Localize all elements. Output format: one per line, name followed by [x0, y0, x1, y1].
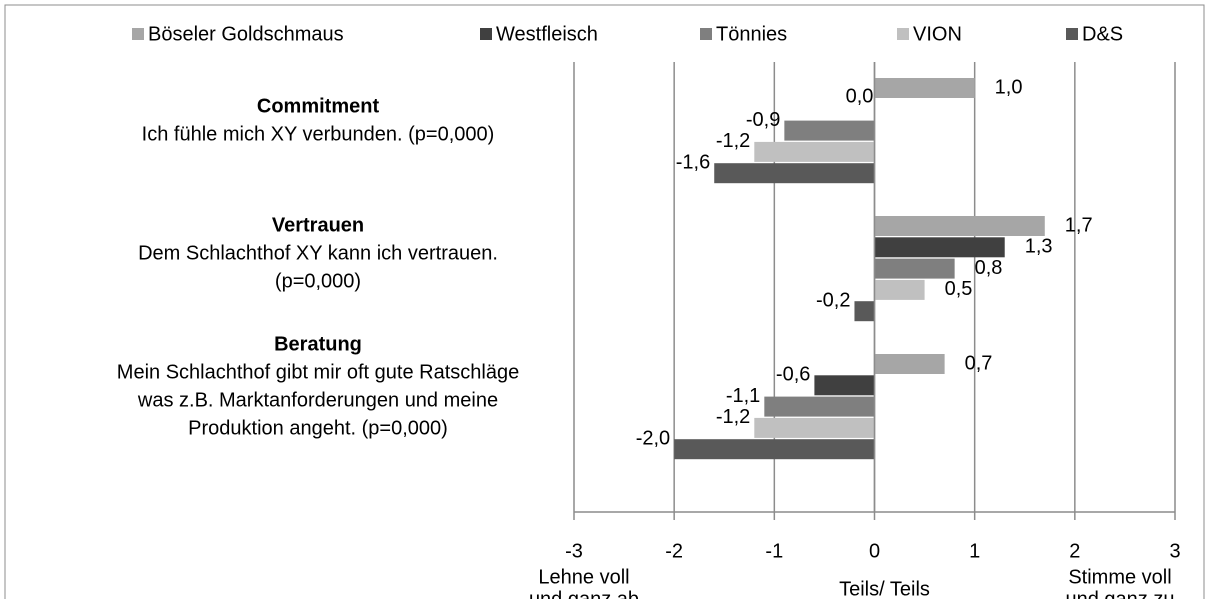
chart-frame [4, 4, 1205, 599]
legend-swatch [1066, 28, 1078, 40]
axis-annotation: Stimme voll [1068, 566, 1171, 588]
value-label: -0,2 [816, 289, 850, 311]
bar [874, 216, 1045, 236]
x-tick-label: 1 [969, 540, 980, 562]
bar [714, 163, 875, 184]
bar [874, 258, 955, 279]
bar [754, 141, 875, 162]
legend-swatch [132, 28, 144, 40]
bar [874, 237, 1005, 258]
legend-swatch [897, 28, 909, 40]
value-label: -0,9 [746, 109, 780, 131]
value-label: 0,0 [846, 86, 874, 108]
legend-label: D&S [1082, 23, 1123, 45]
bar [814, 375, 875, 396]
category-title: Vertrauen [272, 215, 364, 237]
value-label: -1,2 [716, 406, 750, 428]
category-description: Produktion angeht. (p=0,000) [188, 418, 448, 440]
bar [854, 301, 875, 322]
axis-annotation: und ganz zu [1066, 588, 1175, 599]
bar [674, 439, 875, 460]
category-title: Beratung [274, 334, 362, 356]
bar [754, 417, 875, 438]
value-label: -2,0 [636, 427, 670, 449]
bar [784, 120, 875, 141]
category-description: Mein Schlachthof gibt mir oft gute Ratsc… [117, 362, 519, 384]
x-tick-label: -3 [565, 540, 583, 562]
value-label: -1,1 [726, 385, 760, 407]
legend-label: Böseler Goldschmaus [148, 23, 344, 45]
x-tick-label: 0 [869, 540, 880, 562]
legend-label: Tönnies [716, 23, 787, 45]
axis-annotation: und ganz ab [529, 588, 639, 599]
category-title: Commitment [257, 96, 380, 118]
legend-label: VION [913, 23, 962, 45]
bar [874, 354, 945, 374]
category-description: was z.B. Marktanforderungen und meine [137, 390, 498, 412]
value-label: 1,0 [995, 76, 1023, 98]
legend-label: Westfleisch [496, 23, 598, 45]
legend-swatch [480, 28, 492, 40]
x-tick-label: 3 [1169, 540, 1180, 562]
category-description: Ich fühle mich XY verbunden. (p=0,000) [142, 124, 495, 146]
value-label: -0,6 [776, 364, 810, 386]
x-tick-label: -2 [665, 540, 683, 562]
x-tick-label: 2 [1069, 540, 1080, 562]
legend-swatch [700, 28, 712, 40]
value-label: 0,7 [965, 352, 993, 374]
value-label: 0,5 [945, 278, 973, 300]
axis-annotation: Lehne voll [538, 566, 629, 588]
value-label: -1,6 [676, 151, 710, 173]
category-description: (p=0,000) [275, 271, 361, 293]
value-label: 0,8 [975, 257, 1003, 279]
x-tick-label: -1 [765, 540, 783, 562]
value-label: 1,7 [1065, 214, 1093, 236]
bar [764, 396, 875, 417]
bar [874, 279, 925, 300]
value-label: -1,2 [716, 130, 750, 152]
value-label: 1,3 [1025, 236, 1053, 258]
category-description: Dem Schlachthof XY kann ich vertrauen. [138, 243, 498, 265]
axis-annotation: Teils/ Teils [839, 578, 930, 599]
bar [874, 78, 975, 98]
